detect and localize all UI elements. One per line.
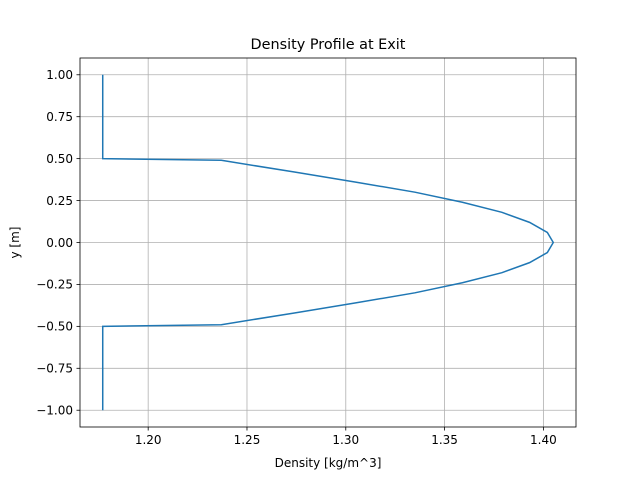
- y-tick-label: −0.75: [36, 362, 73, 376]
- x-tick-label: 1.25: [234, 433, 261, 447]
- x-tick-label: 1.40: [530, 433, 557, 447]
- y-tick-label: −1.00: [36, 404, 73, 418]
- chart-title: Density Profile at Exit: [251, 37, 406, 53]
- x-axis-ticks: 1.20 1.25 1.30 1.35 1.40: [135, 427, 557, 447]
- y-tick-label: 0.50: [46, 152, 73, 166]
- x-axis-label: Density [kg/m^3]: [275, 456, 382, 470]
- x-tick-label: 1.30: [332, 433, 359, 447]
- y-axis-label: y [m]: [8, 227, 22, 259]
- x-tick-label: 1.35: [431, 433, 458, 447]
- y-tick-label: 1.00: [46, 68, 73, 82]
- y-tick-label: −0.25: [36, 278, 73, 292]
- y-tick-label: 0.25: [46, 194, 73, 208]
- x-tick-label: 1.20: [135, 433, 162, 447]
- y-tick-label: 0.75: [46, 110, 73, 124]
- y-tick-label: −0.50: [36, 320, 73, 334]
- density-profile-line: [101, 74, 555, 411]
- grid-lines: [80, 58, 576, 427]
- y-axis-ticks: 1.00 0.75 0.50 0.25 0.00 −0.25 −0.50 −0.75 −1.00: [36, 68, 80, 418]
- y-tick-label: 0.00: [46, 236, 73, 250]
